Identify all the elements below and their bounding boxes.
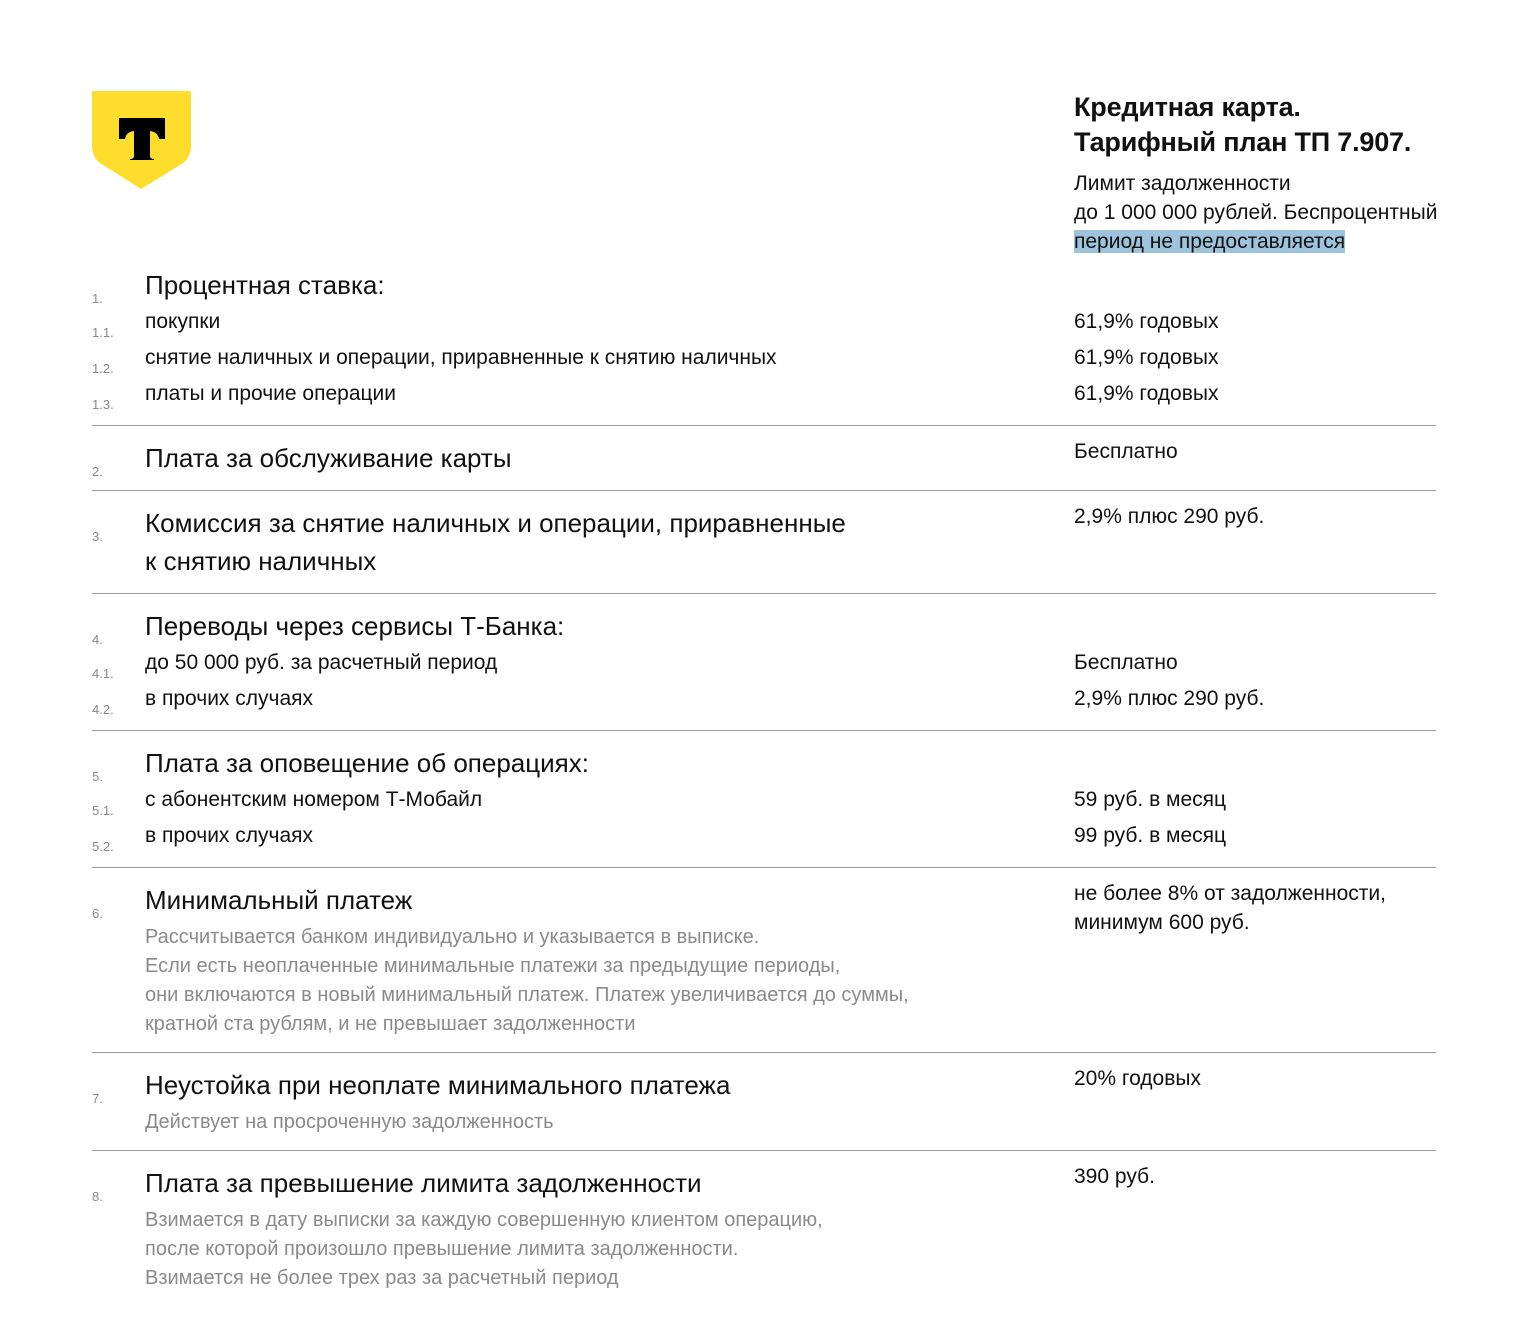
row-number: 4.1. bbox=[92, 666, 114, 681]
tariff-section: 1. Процентная ставка: 1.1. покупки 61,9%… bbox=[92, 266, 1436, 426]
subtitle-line: до 1 000 000 рублей. Беспроцентный bbox=[1074, 201, 1438, 224]
table-row: 4.2. в прочих случаях 2,9% плюс 290 руб. bbox=[92, 681, 1436, 717]
document-subtitle: Лимит задолженности до 1 000 000 рублей.… bbox=[1074, 169, 1514, 256]
row-number: 4.2. bbox=[92, 702, 114, 717]
section-number: 6. bbox=[92, 906, 103, 921]
tariff-section: 6. Минимальный платеж не более 8% от зад… bbox=[92, 868, 1436, 1053]
row-value: 61,9% годовых bbox=[1074, 382, 1219, 405]
table-row: 1.3. платы и прочие операции 61,9% годов… bbox=[92, 376, 1436, 412]
section-header: 2. Плата за обслуживание карты Бесплатно bbox=[92, 439, 1436, 479]
section-number: 1. bbox=[92, 291, 103, 306]
section-value: Бесплатно bbox=[1074, 440, 1178, 463]
row-label: снятие наличных и операции, приравненные… bbox=[145, 346, 777, 369]
section-title: Плата за превышение лимита задолженности bbox=[145, 1168, 702, 1198]
row-number: 5.2. bbox=[92, 839, 114, 854]
section-header: 5. Плата за оповещение об операциях: bbox=[92, 744, 1436, 784]
section-header: 8. Плата за превышение лимита задолженно… bbox=[92, 1164, 1436, 1204]
section-number: 7. bbox=[92, 1091, 103, 1106]
tariff-section: 5. Плата за оповещение об операциях: 5.1… bbox=[92, 731, 1436, 868]
tariff-section: 8. Плата за превышение лимита задолженно… bbox=[92, 1151, 1436, 1306]
row-number: 1.1. bbox=[92, 325, 114, 340]
section-title: Минимальный платеж bbox=[145, 885, 413, 915]
section-title: к снятию наличных bbox=[145, 546, 377, 576]
note-line: кратной ста рублям, и не превышает задол… bbox=[145, 1013, 636, 1035]
row-number: 1.3. bbox=[92, 397, 114, 412]
section-title: Переводы через сервисы Т-Банка: bbox=[145, 611, 565, 641]
section-title: Плата за оповещение об операциях: bbox=[145, 748, 589, 778]
title-line: Тарифный план ТП 7.907. bbox=[1074, 127, 1412, 157]
table-row: 5.1. с абонентским номером Т-Мобайл 59 р… bbox=[92, 782, 1436, 818]
document-title: Кредитная карта. Тарифный план ТП 7.907. bbox=[1074, 90, 1514, 160]
tariff-section: 2. Плата за обслуживание карты Бесплатно bbox=[92, 426, 1436, 491]
section-value: не более 8% от задолженности, минимум 60… bbox=[1074, 882, 1386, 934]
t-bank-logo bbox=[92, 91, 191, 189]
section-value: 390 руб. bbox=[1074, 1165, 1155, 1188]
section-number: 2. bbox=[92, 464, 103, 479]
section-notes: Взимается в дату выписки за каждую совер… bbox=[92, 1206, 1436, 1293]
table-row: 1.1. покупки 61,9% годовых bbox=[92, 304, 1436, 340]
title-line: Кредитная карта. bbox=[1074, 92, 1301, 122]
section-notes: Действует на просроченную задолженность bbox=[92, 1108, 1436, 1137]
row-value: 99 руб. в месяц bbox=[1074, 824, 1227, 847]
section-notes: Рассчитывается банком индивидуально и ук… bbox=[92, 923, 1436, 1039]
section-header-continued: к снятию наличных bbox=[92, 542, 1436, 580]
tariff-section: 7. Неустойка при неоплате минимального п… bbox=[92, 1053, 1436, 1151]
section-number: 5. bbox=[92, 769, 103, 784]
section-number: 8. bbox=[92, 1189, 103, 1204]
note-line: они включаются в новый минимальный плате… bbox=[145, 984, 909, 1006]
row-value: 2,9% плюс 290 руб. bbox=[1074, 687, 1265, 710]
section-number: 4. bbox=[92, 632, 103, 647]
section-header: 7. Неустойка при неоплате минимального п… bbox=[92, 1066, 1436, 1106]
tariff-section: 4. Переводы через сервисы Т-Банка: 4.1. … bbox=[92, 594, 1436, 731]
note-line: Действует на просроченную задолженность bbox=[145, 1111, 554, 1133]
table-row: 1.2. снятие наличных и операции, приравн… bbox=[92, 340, 1436, 376]
section-title: Процентная ставка: bbox=[145, 270, 385, 300]
row-label: в прочих случаях bbox=[145, 824, 314, 847]
subtitle-line: Лимит задолженности bbox=[1074, 172, 1291, 195]
row-label: платы и прочие операции bbox=[145, 382, 396, 405]
document-header: Кредитная карта. Тарифный план ТП 7.907.… bbox=[1074, 90, 1514, 256]
section-header: 3. Комиссия за снятие наличных и операци… bbox=[92, 504, 1436, 544]
tariff-section: 3. Комиссия за снятие наличных и операци… bbox=[92, 491, 1436, 594]
row-label: покупки bbox=[145, 310, 221, 333]
table-row: 4.1. до 50 000 руб. за расчетный период … bbox=[92, 645, 1436, 681]
section-title: Комиссия за снятие наличных и операции, … bbox=[145, 508, 846, 538]
row-label: до 50 000 руб. за расчетный период bbox=[145, 651, 498, 674]
note-line: Взимается в дату выписки за каждую совер… bbox=[145, 1209, 823, 1231]
row-label: с абонентским номером Т-Мобайл bbox=[145, 788, 483, 811]
row-number: 5.1. bbox=[92, 803, 114, 818]
tariff-table: 1. Процентная ставка: 1.1. покупки 61,9%… bbox=[92, 266, 1436, 1306]
section-title: Плата за обслуживание карты bbox=[145, 443, 512, 473]
highlighted-text[interactable]: период не предоставляется bbox=[1074, 230, 1346, 253]
row-number: 1.2. bbox=[92, 361, 114, 376]
row-value: 61,9% годовых bbox=[1074, 346, 1219, 369]
section-header: 4. Переводы через сервисы Т-Банка: bbox=[92, 607, 1436, 647]
section-value: 2,9% плюс 290 руб. bbox=[1074, 505, 1265, 528]
section-title: Неустойка при неоплате минимального плат… bbox=[145, 1070, 731, 1100]
table-row: 5.2. в прочих случаях 99 руб. в месяц bbox=[92, 818, 1436, 854]
section-header: 1. Процентная ставка: bbox=[92, 266, 1436, 306]
section-header: 6. Минимальный платеж не более 8% от зад… bbox=[92, 881, 1436, 934]
note-line: Если есть неоплаченные минимальные плате… bbox=[145, 955, 841, 977]
row-value: 61,9% годовых bbox=[1074, 310, 1219, 333]
row-value: 59 руб. в месяц bbox=[1074, 788, 1227, 811]
row-value: Бесплатно bbox=[1074, 651, 1178, 674]
section-number: 3. bbox=[92, 529, 103, 544]
note-line: Рассчитывается банком индивидуально и ук… bbox=[145, 926, 760, 948]
row-label: в прочих случаях bbox=[145, 687, 314, 710]
note-line: Взимается не более трех раз за расчетный… bbox=[145, 1267, 619, 1289]
note-line: после которой произошло превышение лимит… bbox=[145, 1238, 739, 1260]
section-value: 20% годовых bbox=[1074, 1067, 1201, 1090]
